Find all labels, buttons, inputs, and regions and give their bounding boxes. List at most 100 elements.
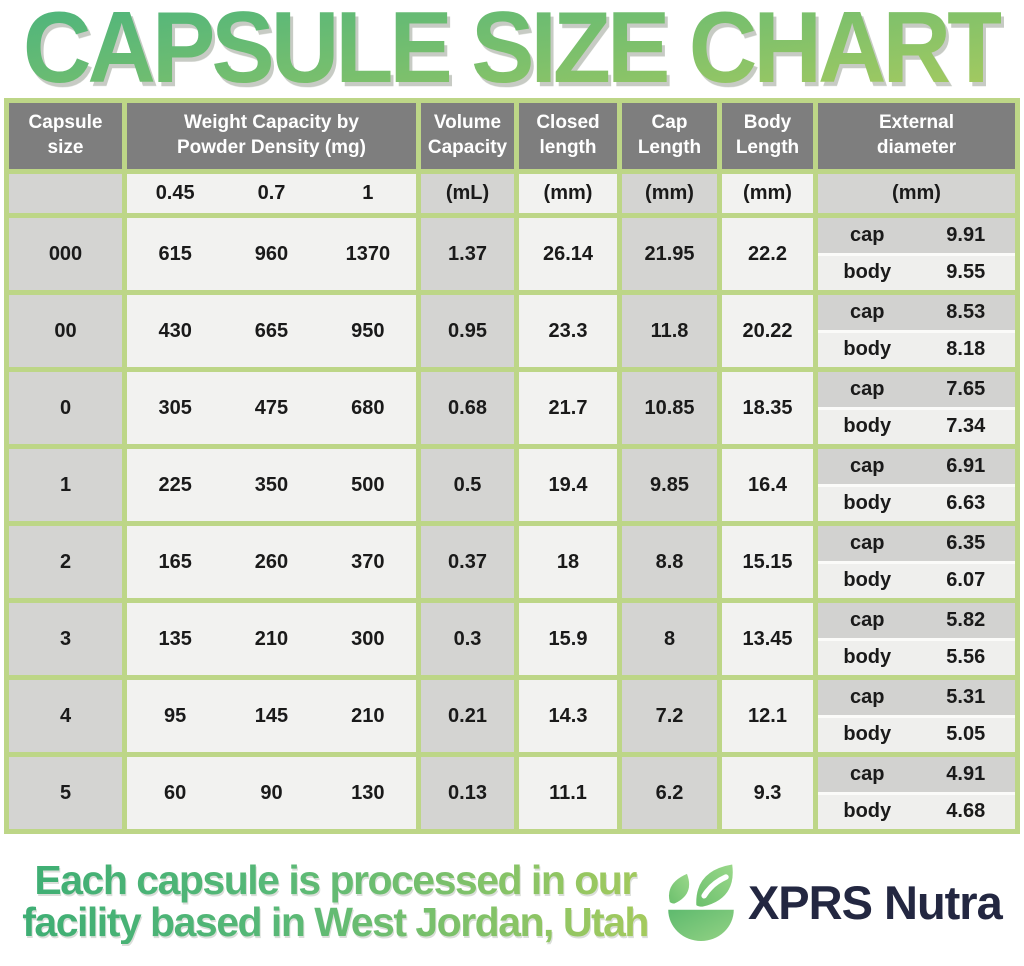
external-diameter-cell: cap 5.82 body 5.56 bbox=[818, 603, 1015, 675]
body-length-cell: 13.45 bbox=[722, 603, 813, 675]
weight-07-value: 210 bbox=[254, 627, 289, 650]
weight-capacity-cell: 615 960 1370 bbox=[127, 218, 416, 290]
body-label: body bbox=[843, 646, 892, 669]
cap-label: cap bbox=[850, 608, 885, 631]
weight-capacity-cell: 135 210 300 bbox=[127, 603, 416, 675]
external-cap-row: cap 7.65 bbox=[818, 372, 1015, 407]
external-body-row: body 6.07 bbox=[818, 563, 1015, 598]
capsule-size-cell: 00 bbox=[9, 295, 122, 367]
body-length-cell: 22.2 bbox=[722, 218, 813, 290]
table-row: 2 165 260 370 0.37 18 8.8 15.15 cap 6.35… bbox=[9, 526, 1015, 598]
volume-capacity-cell: 0.13 bbox=[421, 757, 514, 829]
volume-capacity-cell: 0.5 bbox=[421, 449, 514, 521]
weight-1-value: 950 bbox=[351, 319, 385, 342]
cap-length-cell: 9.85 bbox=[622, 449, 717, 521]
weight-capacity-cell: 165 260 370 bbox=[127, 526, 416, 598]
weight-07-value: 665 bbox=[254, 319, 289, 342]
weight-capacity-cell: 60 90 130 bbox=[127, 757, 416, 829]
body-diameter-value: 7.34 bbox=[946, 415, 986, 438]
closed-length-cell: 14.3 bbox=[519, 680, 617, 752]
title-bar: CAPSULE SIZE CHART bbox=[0, 0, 1024, 105]
header-external-diameter: External diameter bbox=[818, 103, 1015, 169]
body-diameter-value: 6.07 bbox=[946, 569, 986, 592]
density-045: 0.45 bbox=[155, 182, 195, 204]
cap-label: cap bbox=[850, 762, 885, 785]
external-diameter-cell: cap 6.91 body 6.63 bbox=[818, 449, 1015, 521]
cap-length-cell: 21.95 bbox=[622, 218, 717, 290]
volume-capacity-cell: 0.95 bbox=[421, 295, 514, 367]
body-label: body bbox=[843, 569, 892, 592]
weight-capacity-cell: 95 145 210 bbox=[127, 680, 416, 752]
weight-045-value: 615 bbox=[158, 242, 192, 265]
weight-045-value: 430 bbox=[158, 319, 192, 342]
table-row: 00 430 665 950 0.95 23.3 11.8 20.22 cap … bbox=[9, 295, 1015, 367]
weight-capacity-cell: 305 475 680 bbox=[127, 372, 416, 444]
closed-length-cell: 19.4 bbox=[519, 449, 617, 521]
weight-045-value: 305 bbox=[158, 396, 192, 419]
body-length-cell: 9.3 bbox=[722, 757, 813, 829]
external-diameter-cell: cap 6.35 body 6.07 bbox=[818, 526, 1015, 598]
external-diameter-cell: cap 8.53 body 8.18 bbox=[818, 295, 1015, 367]
cap-diameter-value: 6.91 bbox=[946, 454, 986, 477]
external-body-row: body 6.63 bbox=[818, 486, 1015, 521]
external-diameter-cell: cap 4.91 body 4.68 bbox=[818, 757, 1015, 829]
weight-1-value: 500 bbox=[351, 473, 385, 496]
table-row: 5 60 90 130 0.13 11.1 6.2 9.3 cap 4.91 b… bbox=[9, 757, 1015, 829]
capsule-size-cell: 4 bbox=[9, 680, 122, 752]
weight-1-value: 210 bbox=[351, 704, 385, 727]
weight-1-value: 1370 bbox=[345, 242, 391, 265]
volume-capacity-cell: 0.37 bbox=[421, 526, 514, 598]
cap-label: cap bbox=[850, 300, 885, 323]
external-diameter-cell: cap 7.65 body 7.34 bbox=[818, 372, 1015, 444]
brand-name: XPRS Nutra bbox=[747, 875, 1003, 929]
body-label: body bbox=[843, 415, 892, 438]
weight-045-value: 135 bbox=[158, 627, 192, 650]
closed-length-cell: 26.14 bbox=[519, 218, 617, 290]
body-label: body bbox=[843, 800, 892, 823]
external-cap-row: cap 5.31 bbox=[818, 680, 1015, 715]
cap-length-cell: 11.8 bbox=[622, 295, 717, 367]
volume-capacity-cell: 0.21 bbox=[421, 680, 514, 752]
body-diameter-value: 6.63 bbox=[946, 492, 986, 515]
body-length-cell: 15.15 bbox=[722, 526, 813, 598]
external-body-row: body 5.56 bbox=[818, 640, 1015, 675]
weight-07-value: 260 bbox=[254, 550, 289, 573]
external-cap-row: cap 6.91 bbox=[818, 449, 1015, 484]
table-row: 4 95 145 210 0.21 14.3 7.2 12.1 cap 5.31… bbox=[9, 680, 1015, 752]
cap-diameter-value: 4.91 bbox=[946, 762, 986, 785]
closed-length-cell: 11.1 bbox=[519, 757, 617, 829]
closed-length-cell: 18 bbox=[519, 526, 617, 598]
body-label: body bbox=[843, 723, 892, 746]
weight-1-value: 370 bbox=[351, 550, 385, 573]
cap-diameter-value: 9.91 bbox=[946, 223, 986, 246]
units-cap: (mm) bbox=[622, 174, 717, 213]
cap-length-cell: 8.8 bbox=[622, 526, 717, 598]
units-closed: (mm) bbox=[519, 174, 617, 213]
external-diameter-cell: cap 5.31 body 5.05 bbox=[818, 680, 1015, 752]
weight-capacity-cell: 225 350 500 bbox=[127, 449, 416, 521]
external-body-row: body 5.05 bbox=[818, 717, 1015, 752]
weight-045-value: 225 bbox=[158, 473, 192, 496]
body-diameter-value: 5.56 bbox=[946, 646, 986, 669]
capsule-size-table: Capsule size Weight Capacity by Powder D… bbox=[4, 98, 1020, 834]
cap-label: cap bbox=[850, 685, 885, 708]
mortar-leaf-icon bbox=[668, 864, 734, 941]
capsule-size-cell: 000 bbox=[9, 218, 122, 290]
page-title: CAPSULE SIZE CHART bbox=[22, 0, 1005, 105]
body-label: body bbox=[843, 261, 892, 284]
units-body: (mm) bbox=[722, 174, 813, 213]
cap-label: cap bbox=[850, 454, 885, 477]
cap-length-cell: 10.85 bbox=[622, 372, 717, 444]
cap-diameter-value: 5.31 bbox=[946, 685, 986, 708]
header-capsule-size: Capsule size bbox=[9, 103, 122, 169]
header-volume-capacity: Volume Capacity bbox=[421, 103, 514, 169]
external-body-row: body 8.18 bbox=[818, 332, 1015, 367]
cap-diameter-value: 5.82 bbox=[946, 608, 986, 631]
density-07: 0.7 bbox=[257, 182, 286, 204]
body-length-cell: 12.1 bbox=[722, 680, 813, 752]
cap-length-cell: 6.2 bbox=[622, 757, 717, 829]
cap-length-cell: 8 bbox=[622, 603, 717, 675]
table-row: 0 305 475 680 0.68 21.7 10.85 18.35 cap … bbox=[9, 372, 1015, 444]
cap-label: cap bbox=[850, 223, 885, 246]
units-capsule-size-empty bbox=[9, 174, 122, 213]
